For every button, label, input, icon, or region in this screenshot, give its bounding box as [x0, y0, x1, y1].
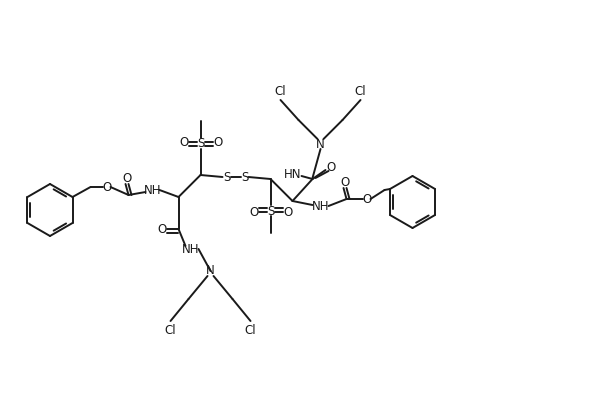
Text: S: S: [223, 171, 230, 183]
Text: NH: NH: [312, 200, 329, 213]
Text: O: O: [249, 206, 258, 219]
Text: O: O: [340, 175, 349, 188]
Text: Cl: Cl: [245, 324, 256, 337]
Text: S: S: [241, 171, 248, 183]
Text: S: S: [267, 204, 274, 217]
Text: O: O: [362, 192, 371, 206]
Text: O: O: [122, 171, 131, 185]
Text: O: O: [102, 181, 111, 194]
Text: O: O: [179, 135, 188, 148]
Text: O: O: [326, 160, 335, 173]
Text: O: O: [283, 206, 292, 219]
Text: NH: NH: [144, 183, 161, 196]
Text: O: O: [213, 135, 222, 148]
Text: Cl: Cl: [275, 84, 286, 97]
Text: Cl: Cl: [355, 84, 367, 97]
Text: N: N: [316, 137, 325, 150]
Text: S: S: [197, 137, 204, 150]
Text: O: O: [157, 223, 166, 236]
Text: NH: NH: [181, 242, 199, 255]
Text: N: N: [206, 265, 215, 278]
Text: Cl: Cl: [165, 324, 176, 337]
Text: HN: HN: [284, 168, 301, 181]
